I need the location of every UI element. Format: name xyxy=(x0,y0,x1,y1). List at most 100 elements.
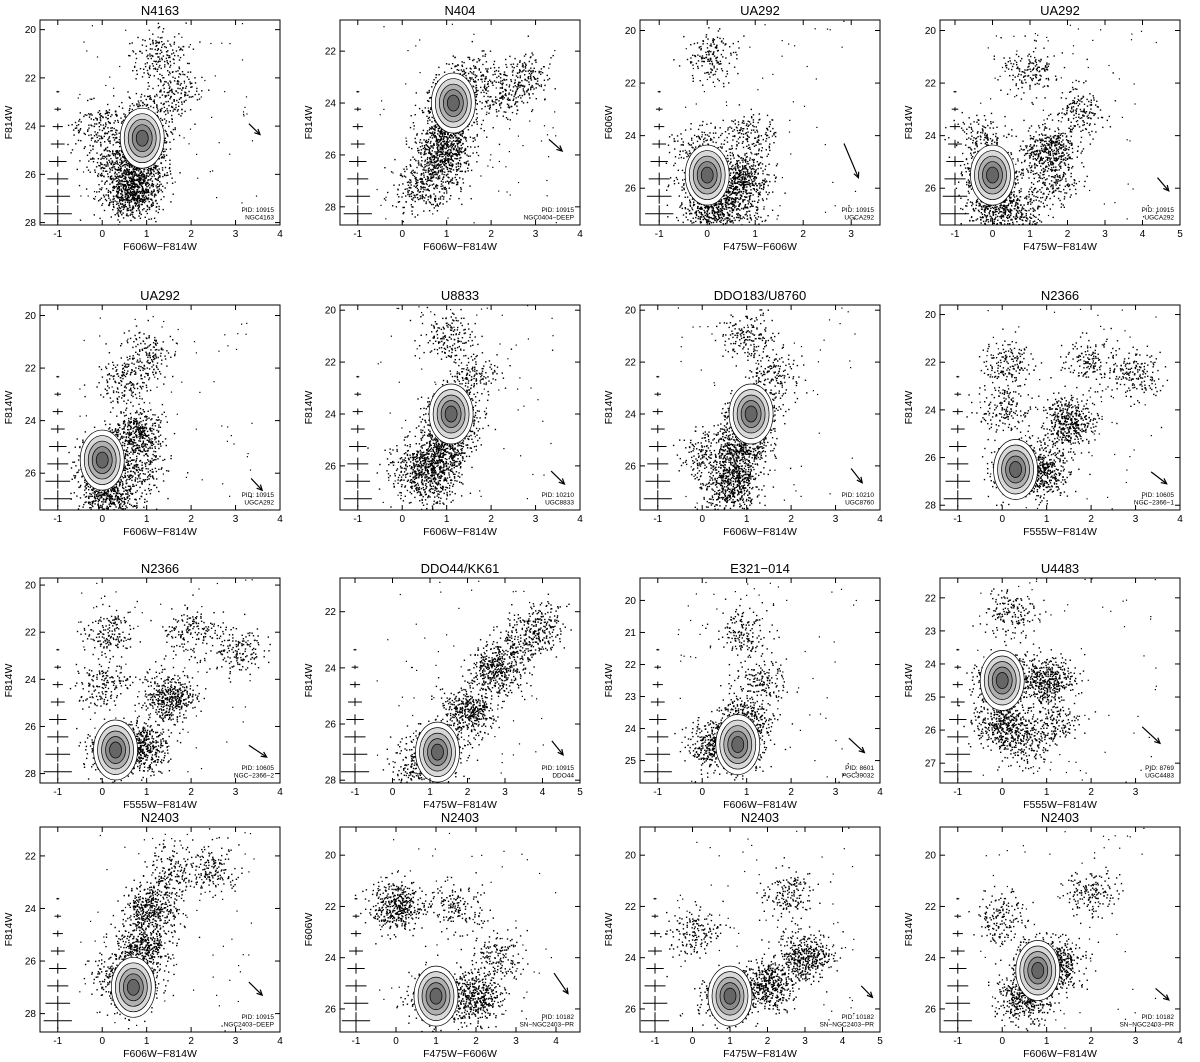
scatter-point xyxy=(502,95,504,97)
scatter-point xyxy=(443,192,445,194)
scatter-point xyxy=(421,182,423,185)
scatter-point xyxy=(524,66,527,68)
scatter-point xyxy=(514,93,517,95)
scatter-point xyxy=(516,63,519,65)
scatter-point xyxy=(436,185,439,187)
scatter-point xyxy=(129,195,132,197)
scatter-point xyxy=(437,178,439,180)
scatter-point xyxy=(403,211,405,214)
scatter-point xyxy=(430,176,432,178)
scatter-point xyxy=(135,203,138,205)
scatter-point xyxy=(135,78,137,80)
scatter-point xyxy=(154,164,157,167)
scatter-point xyxy=(112,189,115,191)
scatter-point xyxy=(457,162,460,165)
scatter-point xyxy=(120,167,122,169)
scatter-point xyxy=(396,193,399,196)
scatter-point xyxy=(119,161,121,164)
scatter-point xyxy=(427,140,429,143)
scatter-point xyxy=(727,157,729,160)
scatter-point xyxy=(454,152,456,155)
scatter-point xyxy=(510,94,513,96)
scatter-point xyxy=(532,54,534,56)
scatter-point xyxy=(509,106,511,108)
scatter-point xyxy=(208,89,210,91)
scatter-point xyxy=(478,68,480,70)
scatter-point xyxy=(411,172,413,175)
scatter-point xyxy=(134,198,136,200)
scatter-point xyxy=(392,205,394,207)
x-tick-label: 4 xyxy=(577,229,583,240)
scatter-point xyxy=(119,176,122,178)
scatter-point xyxy=(473,33,475,35)
scatter-point xyxy=(100,136,103,139)
scatter-point xyxy=(422,187,424,189)
scatter-point xyxy=(433,193,435,195)
scatter-point xyxy=(486,136,488,138)
scatter-point xyxy=(411,191,413,193)
scatter-point xyxy=(428,150,430,152)
scatter-point xyxy=(505,84,508,86)
scatter-point xyxy=(121,165,124,167)
scatter-point xyxy=(441,168,443,170)
scatter-point xyxy=(442,160,444,163)
scatter-point xyxy=(114,168,116,170)
scatter-point xyxy=(431,126,433,129)
scatter-point xyxy=(137,187,140,189)
scatter-point xyxy=(161,169,164,171)
scatter-point xyxy=(109,76,111,78)
scatter-point xyxy=(136,73,138,75)
scatter-point xyxy=(420,164,422,167)
scatter-point xyxy=(117,153,119,155)
scatter-point xyxy=(417,189,420,191)
scatter-point xyxy=(431,184,433,186)
scatter-point xyxy=(442,153,444,155)
scatter-point xyxy=(483,130,485,132)
scatter-point xyxy=(464,149,467,151)
scatter-point xyxy=(144,179,146,181)
scatter-point xyxy=(150,167,152,170)
scatter-point xyxy=(138,176,140,178)
scatter-point xyxy=(143,190,145,192)
scatter-point xyxy=(417,179,419,181)
scatter-point xyxy=(120,166,122,168)
scatter-point xyxy=(532,86,534,88)
scatter-point xyxy=(493,67,496,69)
scatter-point xyxy=(696,140,699,143)
scatter-point xyxy=(152,43,154,45)
scatter-point xyxy=(164,187,166,189)
scatter-point xyxy=(441,147,443,150)
scatter-point xyxy=(516,109,519,112)
scatter-point xyxy=(141,194,143,197)
scatter-point xyxy=(422,172,425,174)
scatter-point xyxy=(167,50,169,52)
scatter-point xyxy=(727,189,729,191)
scatter-point xyxy=(461,135,464,138)
scatter-point xyxy=(413,194,415,196)
scatter-point xyxy=(463,61,465,64)
scatter-point xyxy=(173,93,176,95)
scatter-point xyxy=(445,156,447,158)
scatter-point xyxy=(103,209,106,212)
scatter-point xyxy=(441,195,443,197)
scatter-point xyxy=(513,95,515,98)
scatter-point xyxy=(514,81,516,84)
scatter-point xyxy=(126,189,128,192)
scatter-point xyxy=(141,101,144,104)
scatter-point xyxy=(434,161,437,164)
scatter-point xyxy=(422,182,424,184)
scatter-point xyxy=(88,124,90,126)
scatter-point xyxy=(156,49,159,51)
scatter-point xyxy=(158,190,160,192)
scatter-point xyxy=(117,121,119,123)
scatter-point xyxy=(105,194,107,196)
scatter-point xyxy=(128,112,131,114)
scatter-point xyxy=(420,156,423,158)
scatter-point xyxy=(165,142,167,144)
scatter-point xyxy=(143,181,145,183)
scatter-point xyxy=(459,131,461,134)
scatter-point xyxy=(138,195,140,197)
scatter-point xyxy=(102,116,104,119)
scatter-point xyxy=(435,76,437,79)
scatter-point xyxy=(124,192,126,194)
